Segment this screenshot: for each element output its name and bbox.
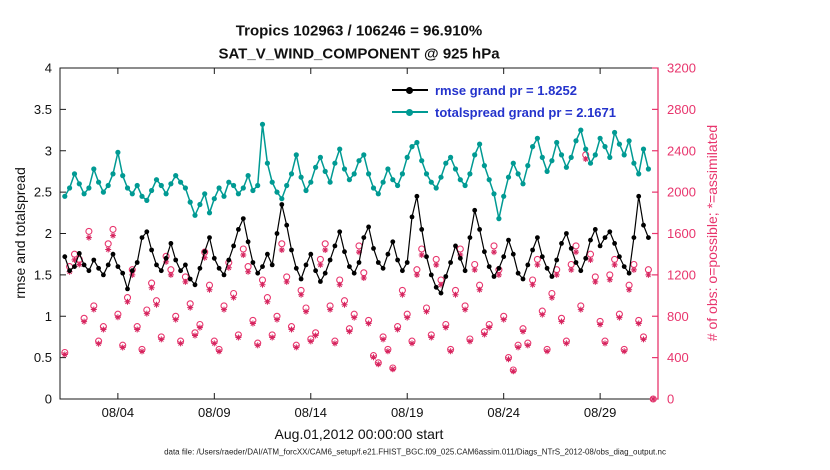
svg-text:1: 1	[45, 309, 52, 324]
svg-text:08/29: 08/29	[584, 405, 617, 420]
svg-text:1.5: 1.5	[34, 267, 52, 282]
svg-text:0: 0	[667, 392, 674, 407]
legend-label-rmse: rmse grand pr = 1.8252	[435, 82, 577, 98]
totalspread-dot-swatch	[406, 108, 413, 116]
svg-text:08/09: 08/09	[198, 405, 231, 420]
chart-title-line1: Tropics 102963 / 106246 = 96.910%	[235, 22, 483, 40]
svg-text:0.5: 0.5	[34, 350, 52, 365]
svg-text:800: 800	[667, 309, 689, 324]
svg-text:08/14: 08/14	[295, 405, 328, 420]
y-axis-right-label: # of obs: o=possible; *=assimilated	[704, 124, 720, 342]
svg-text:0: 0	[45, 392, 52, 407]
svg-text:3: 3	[45, 143, 52, 158]
legend-item-rmse: rmse grand pr = 1.8252	[392, 79, 616, 101]
svg-text:08/04: 08/04	[102, 405, 135, 420]
svg-text:4: 4	[45, 61, 52, 76]
rmse-line-sample-icon	[392, 86, 428, 94]
svg-text:08/19: 08/19	[391, 405, 424, 420]
svg-text:2000: 2000	[667, 185, 696, 200]
svg-text:2800: 2800	[667, 102, 696, 117]
legend-label-totalspread: totalspread grand pr = 2.1671	[435, 104, 616, 120]
x-axis-label: Aug.01,2012 00:00:00 start	[274, 426, 444, 442]
legend: rmse grand pr = 1.8252 totalspread grand…	[392, 79, 616, 123]
svg-text:3200: 3200	[667, 61, 696, 76]
y-axis-left-label: rmse and totalspread	[12, 167, 28, 299]
legend-item-totalspread: totalspread grand pr = 2.1671	[392, 101, 616, 123]
svg-text:2: 2	[45, 226, 52, 241]
svg-text:2.5: 2.5	[34, 185, 52, 200]
svg-text:08/24: 08/24	[487, 405, 520, 420]
totalspread-line-sample-icon	[392, 108, 428, 116]
svg-text:400: 400	[667, 350, 689, 365]
svg-text:3.5: 3.5	[34, 102, 52, 117]
data-file-caption: data file: /Users/raeder/DAI/ATM_forcXX/…	[164, 447, 666, 457]
rmse-dot-swatch	[406, 86, 413, 94]
svg-text:2400: 2400	[667, 143, 696, 158]
svg-text:1200: 1200	[667, 267, 696, 282]
chart-title-line2: SAT_V_WIND_COMPONENT @ 925 hPa	[218, 45, 500, 63]
svg-text:1600: 1600	[667, 226, 696, 241]
